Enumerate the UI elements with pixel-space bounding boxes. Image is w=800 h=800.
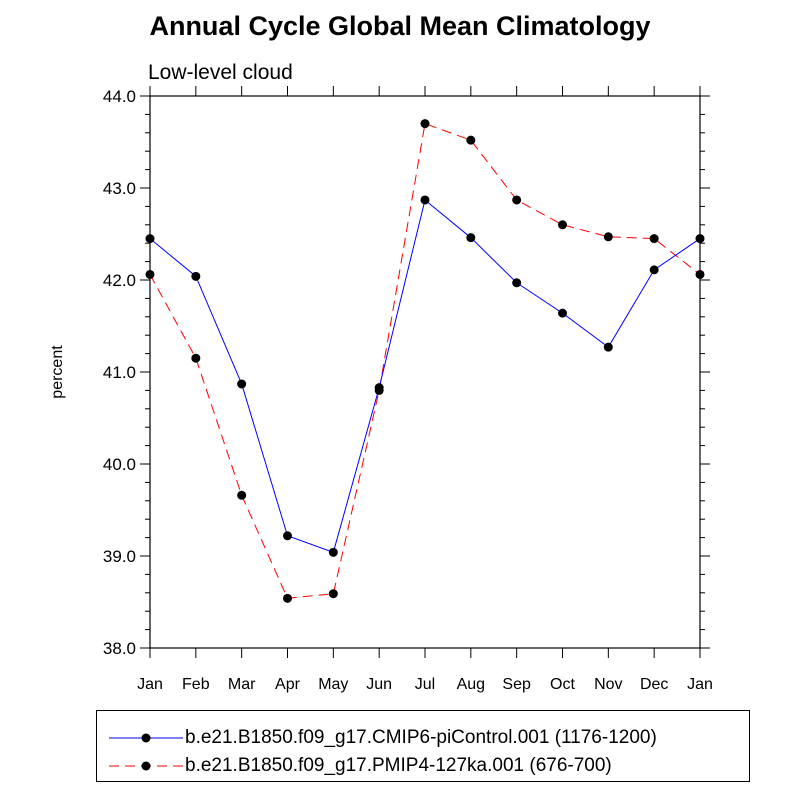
y-tick-label: 38.0: [103, 639, 136, 658]
data-point: [145, 269, 155, 279]
axes: 38.0 39.0 40.0 41.0 42.0 43.0 44.0 Jan Feb Mar Apr…: [49, 61, 713, 693]
y-tick-label: 41.0: [103, 363, 136, 382]
x-tick-label: Jul: [415, 676, 435, 693]
data-point: [237, 379, 247, 389]
data-point: [558, 308, 567, 318]
data-point: [283, 593, 292, 603]
data-point: [512, 278, 522, 288]
legend-entry: b.e21.B1850.f09_g17.CMIP6-piControl.001 …: [97, 723, 747, 753]
y-axis-label: percent: [49, 345, 66, 399]
legend-entry: b.e21.B1850.f09_g17.PMIP4-127ka.001 (676…: [97, 751, 747, 781]
legend: b.e21.B1850.f09_g17.CMIP6-piControl.001 …: [96, 710, 750, 782]
data-point: [145, 234, 155, 244]
x-tick-label: Mar: [228, 676, 256, 693]
data-point: [283, 531, 292, 541]
series-layer: [145, 119, 705, 603]
data-point: [328, 547, 338, 557]
x-tick-label: Oct: [550, 676, 575, 693]
data-point: [328, 589, 338, 599]
data-point: [466, 135, 476, 145]
series-line: [149, 122, 701, 599]
data-point: [695, 269, 705, 279]
data-point: [374, 383, 384, 393]
series-line: [149, 199, 701, 553]
legend-label: b.e21.B1850.f09_g17.PMIP4-127ka.001 (676…: [185, 755, 612, 776]
data-point: [191, 271, 201, 281]
legend-label: b.e21.B1850.f09_g17.CMIP6-piControl.001 …: [185, 727, 657, 748]
chart-title: Annual Cycle Global Mean Climatology: [149, 11, 651, 41]
data-point: [191, 353, 201, 363]
plot-frame: [149, 95, 701, 649]
x-tick-label: Sep: [502, 676, 531, 693]
data-point: [603, 342, 613, 352]
data-point: [603, 232, 613, 242]
data-point: [695, 234, 705, 244]
data-point: [420, 119, 430, 129]
x-tick-label: May: [318, 676, 348, 693]
x-tick-label: Jan: [687, 676, 713, 693]
data-point: [649, 234, 659, 244]
x-tick-label: Apr: [275, 676, 301, 693]
data-point: [466, 233, 476, 243]
line-chart: 38.0 39.0 40.0 41.0 42.0 43.0 44.0 Jan Feb Mar Apr…: [49, 61, 713, 693]
y-tick-label: 43.0: [103, 179, 136, 198]
x-tick-label: Nov: [594, 676, 622, 693]
x-tick-label: Jun: [366, 676, 392, 693]
y-tick-label: 40.0: [103, 455, 136, 474]
data-point: [237, 490, 247, 500]
data-point: [420, 195, 430, 205]
x-tick-label: Aug: [457, 676, 485, 693]
data-point: [512, 195, 522, 205]
y-tick-label: 39.0: [103, 547, 136, 566]
data-point: [649, 265, 659, 275]
y-tick-label: 44.0: [103, 87, 136, 106]
x-tick-label: Feb: [182, 676, 210, 693]
legend-swatch: [109, 733, 183, 743]
x-tick-label: Jan: [137, 676, 163, 693]
x-tick-label: Dec: [640, 676, 668, 693]
chart-subtitle: Low-level cloud: [148, 61, 293, 84]
y-tick-label: 42.0: [103, 271, 136, 290]
legend-swatch: [109, 761, 183, 771]
data-point: [558, 220, 567, 230]
